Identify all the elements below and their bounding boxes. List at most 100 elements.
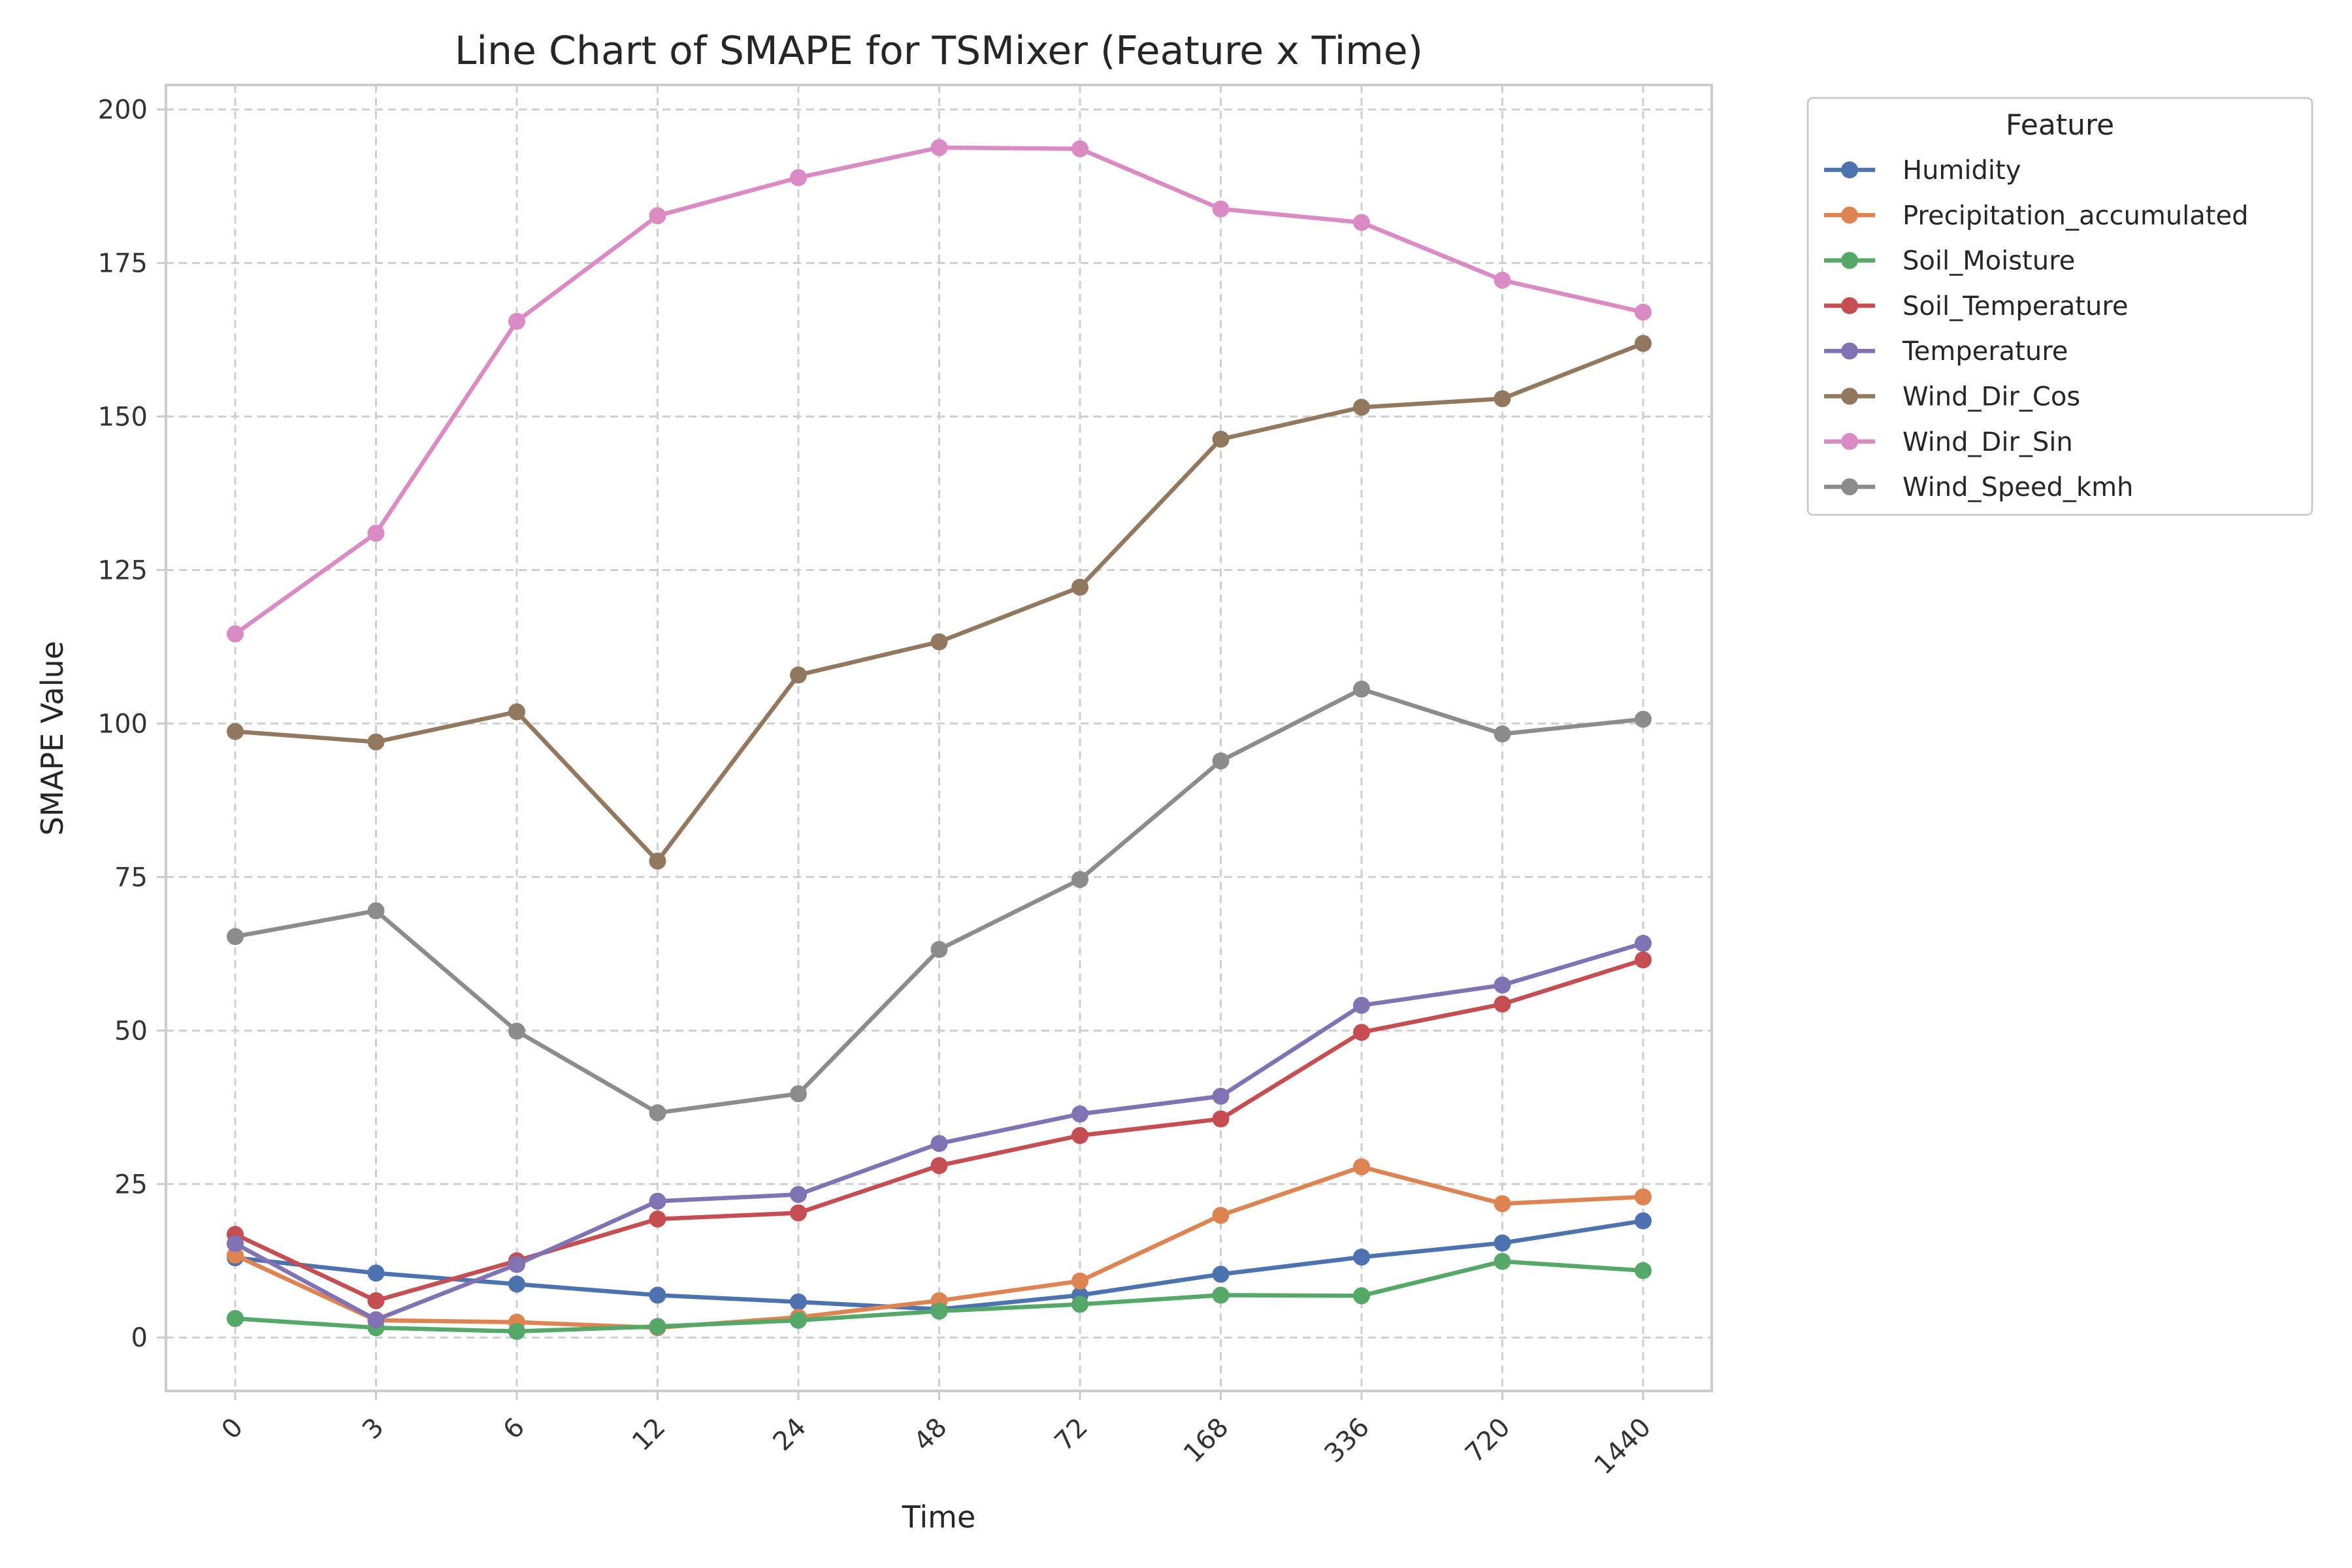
data-point [508,312,525,330]
y-tick-label: 75 [114,862,148,892]
data-point [1494,976,1511,994]
legend-item: Wind_Speed_kmh [1824,472,2133,502]
data-point [790,1186,807,1203]
legend-marker [1841,297,1858,314]
data-point [930,941,948,958]
data-point [1353,214,1370,231]
data-point [1635,1212,1652,1230]
data-point [649,1210,666,1228]
x-tick-label: 48 [908,1413,953,1458]
legend-label: Wind_Speed_kmh [1903,472,2133,502]
legend-label: Soil_Temperature [1903,291,2128,321]
y-tick-label: 125 [98,555,148,585]
data-point [227,625,244,643]
data-point [1353,1158,1370,1175]
legend-marker [1841,478,1858,496]
legend-label: Soil_Moisture [1903,246,2075,276]
x-tick-label: 72 [1049,1413,1094,1458]
y-tick-label: 150 [98,402,148,433]
series-wind-dir-sin [227,139,1652,643]
data-point [790,1085,807,1103]
legend-label: Humidity [1903,155,2021,186]
data-point [649,1104,666,1122]
y-tick-label: 0 [131,1323,148,1353]
data-point [1071,1127,1088,1145]
legend-title: Feature [2006,108,2114,142]
legend-item: Soil_Temperature [1824,291,2128,321]
data-point [790,666,807,684]
data-point [1635,335,1652,352]
data-point [1071,1296,1088,1313]
data-point [1212,1110,1230,1128]
data-point [1353,1024,1370,1041]
x-tick-label: 24 [768,1413,813,1458]
data-point [1212,431,1230,448]
data-point [367,902,385,920]
data-point [1635,951,1652,969]
data-point [1212,1087,1230,1105]
data-point [930,139,948,156]
legend-item: Temperature [1824,336,2068,367]
data-point [227,1235,244,1252]
legend-item: Humidity [1824,155,2021,186]
x-tick-label: 0 [216,1413,250,1446]
data-point [367,1264,385,1282]
y-tick-label: 200 [98,95,148,125]
legend: Feature Humidity Precipitation_accumulate… [1806,97,2313,516]
x-tick-label: 720 [1460,1413,1516,1469]
data-point [367,733,385,751]
legend-label: Wind_Dir_Sin [1903,427,2073,457]
axes-ticks: 0 25 50 75 100 125 150 175 200 0 3 6 12 24 48 72 168 336 7… [98,95,1657,1480]
y-tick-label: 100 [98,709,148,739]
data-point [1071,578,1088,596]
data-point [1494,271,1511,289]
data-point [1212,752,1230,770]
data-point [1071,140,1088,157]
data-point [1353,680,1370,698]
x-tick-label: 3 [357,1413,390,1446]
data-point [649,1318,666,1335]
data-point [649,207,666,225]
data-point [790,1311,807,1329]
data-point [367,1311,385,1328]
data-point [649,1286,666,1304]
data-point [1494,995,1511,1013]
data-point [1212,1286,1230,1304]
y-tick-label: 25 [114,1169,148,1200]
x-axis-label: Time [902,1499,976,1535]
data-point [1494,390,1511,408]
data-point [790,1204,807,1222]
data-point [1494,1252,1511,1270]
data-point [790,1293,807,1311]
data-point [227,723,244,740]
data-point [367,525,385,542]
data-point [508,1022,525,1040]
data-point [1494,1234,1511,1252]
data-point [508,703,525,721]
data-point [1635,710,1652,728]
data-point [790,169,807,186]
data-point [930,633,948,651]
data-point [930,1302,948,1320]
data-point [1353,996,1370,1014]
data-point [930,1135,948,1152]
data-point [508,1256,525,1273]
x-tick-label: 6 [498,1413,531,1446]
data-point [1212,200,1230,218]
legend-item: Wind_Dir_Sin [1824,427,2073,457]
data-point [227,1310,244,1328]
y-tick-label: 50 [114,1016,148,1046]
chart-title: Line Chart of SMAPE for TSMixer (Feature… [455,28,1423,74]
data-point [367,1292,385,1309]
data-point [649,1192,666,1210]
data-point [508,1275,525,1293]
legend-item: Wind_Dir_Cos [1824,382,2080,412]
data-point [1071,1272,1088,1290]
data-point [1353,399,1370,416]
legend-marker [1841,252,1858,269]
data-point [1494,1195,1511,1213]
legend-marker [1841,433,1858,450]
series-temperature [227,934,1652,1328]
data-point [227,1247,244,1264]
